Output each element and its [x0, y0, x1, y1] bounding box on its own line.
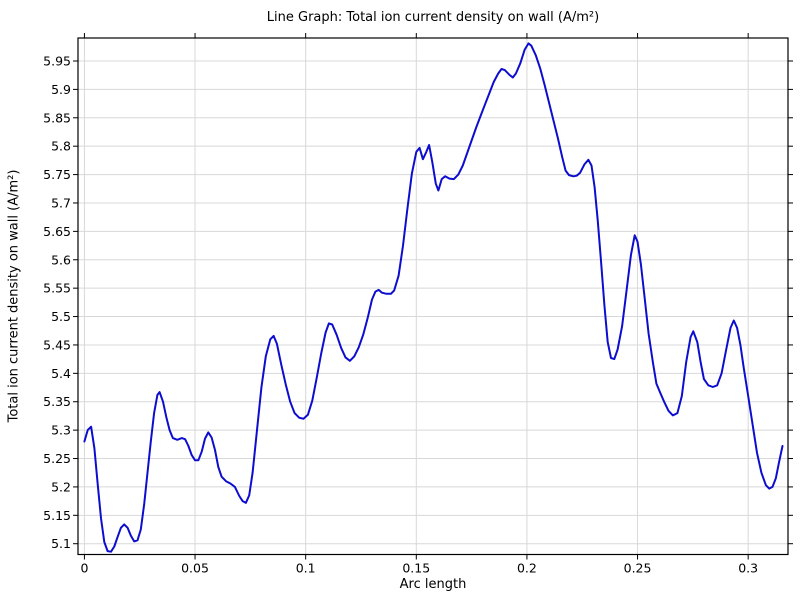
y-axis-label: Total ion current density on wall (A/m²): [6, 169, 22, 423]
plot-frame: [77, 37, 789, 556]
y-tick-label: 5.4: [51, 366, 71, 381]
x-tick-label: 0.3: [738, 561, 758, 576]
data-line: [83, 42, 784, 553]
y-tick-label: 5.15: [43, 508, 71, 523]
x-tick-label: 0.15: [402, 561, 430, 576]
y-tick-label: 5.55: [43, 281, 71, 296]
y-tick-label: 5.35: [43, 394, 71, 409]
y-tick-label: 5.2: [51, 479, 71, 494]
x-tick-label: 0.25: [624, 561, 652, 576]
y-tick-label: 5.6: [51, 252, 71, 267]
y-tick-label: 5.95: [43, 53, 71, 68]
y-tick-label: 5.8: [51, 139, 71, 154]
y-tick-label: 5.65: [43, 224, 71, 239]
y-tick-label: 5.1: [51, 536, 71, 551]
x-tick-label: 0.05: [181, 561, 209, 576]
y-tick-label: 5.3: [51, 423, 71, 438]
y-tick-label: 5.5: [51, 309, 71, 324]
x-tick-label: 0: [80, 561, 88, 576]
x-axis-label: Arc length: [399, 577, 467, 592]
y-tick-label: 5.75: [43, 167, 71, 182]
y-tick-label: 5.7: [51, 195, 71, 210]
chart-title: Line Graph: Total ion current density on…: [266, 10, 600, 25]
x-tick-label: 0.1: [296, 561, 316, 576]
y-tick-label: 5.25: [43, 451, 71, 466]
y-tick-label: 5.9: [51, 82, 71, 97]
y-tick-label: 5.85: [43, 110, 71, 125]
y-tick-label: 5.45: [43, 337, 71, 352]
x-tick-label: 0.2: [517, 561, 537, 576]
